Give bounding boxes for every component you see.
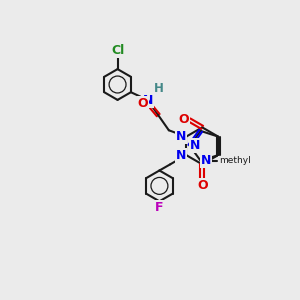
Text: methyl: methyl — [219, 156, 250, 165]
Text: N: N — [201, 154, 211, 167]
Text: N: N — [176, 130, 186, 143]
Text: N: N — [190, 140, 200, 152]
Text: O: O — [179, 113, 189, 127]
Text: H: H — [154, 82, 164, 94]
Text: O: O — [197, 179, 208, 192]
Text: F: F — [155, 201, 164, 214]
Text: N: N — [176, 148, 186, 162]
Text: O: O — [137, 97, 148, 110]
Text: Cl: Cl — [111, 44, 124, 57]
Text: N: N — [142, 94, 153, 106]
